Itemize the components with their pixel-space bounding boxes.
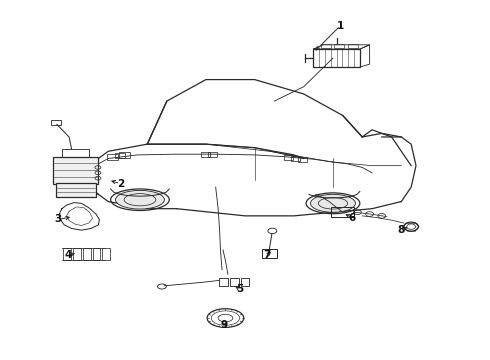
Text: 6: 6 (349, 213, 356, 222)
Ellipse shape (311, 194, 355, 212)
Text: 1: 1 (337, 21, 344, 31)
Ellipse shape (116, 190, 164, 209)
FancyBboxPatch shape (53, 157, 98, 184)
FancyBboxPatch shape (56, 183, 96, 197)
Text: 7: 7 (263, 250, 270, 260)
Text: 9: 9 (221, 320, 228, 330)
Text: 4: 4 (65, 250, 72, 260)
Text: 8: 8 (398, 225, 405, 235)
Text: 3: 3 (55, 215, 62, 224)
Text: 5: 5 (237, 284, 244, 294)
Text: 2: 2 (117, 179, 124, 189)
